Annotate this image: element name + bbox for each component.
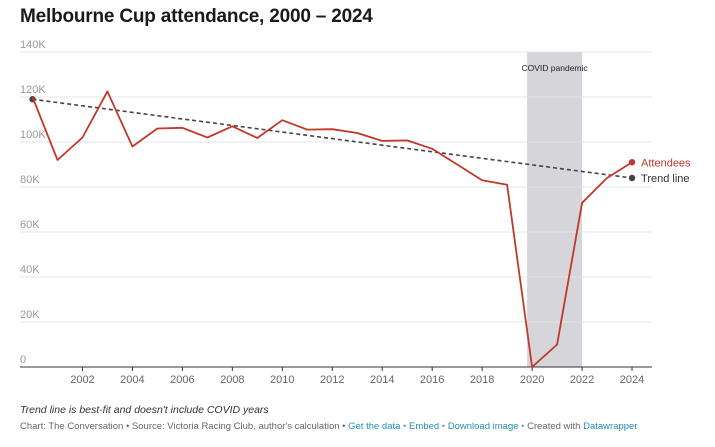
covid-shaded-region xyxy=(527,52,583,367)
chart-footer: Chart: The Conversation • Source: Victor… xyxy=(20,421,638,432)
chart-title: Melbourne Cup attendance, 2000 – 2024 xyxy=(20,6,373,27)
x-tick-label: 2004 xyxy=(120,374,144,386)
chart-area: COVID pandemic 0 20K 40K 60K 80K 100K 120K 140K… xyxy=(20,39,691,386)
footer-sep: • xyxy=(439,421,448,432)
gridlines xyxy=(20,51,652,323)
x-tick-label: 2006 xyxy=(170,374,194,386)
footer-sep: • xyxy=(400,421,410,432)
y-tick-label: 80K xyxy=(20,174,40,186)
y-tick-label: 100K xyxy=(20,129,46,141)
x-axis: 2002 2004 2006 2008 2010 2012 2014 2016 2018 2020… xyxy=(20,366,652,386)
footer-source: Chart: The Conversation • Source: Victor… xyxy=(20,421,349,432)
y-axis-labels: 0 20K 40K 60K 80K 100K 120K 140K xyxy=(20,39,46,366)
chart-note: Trend line is best-fit and doesn't inclu… xyxy=(20,404,269,416)
embed-link[interactable]: Embed xyxy=(409,421,440,432)
x-tick-label: 2010 xyxy=(270,374,294,386)
x-tick-label: 2016 xyxy=(420,374,444,386)
get-data-link[interactable]: Get the data xyxy=(348,421,401,432)
y-tick-label: 120K xyxy=(20,84,46,96)
x-tick-label: 2008 xyxy=(220,374,244,386)
y-tick-label: 20K xyxy=(20,309,40,321)
footer-sep: • xyxy=(518,421,528,432)
x-tick-label: 2020 xyxy=(520,374,544,386)
covid-band: COVID pandemic xyxy=(522,52,589,367)
trend-end-point xyxy=(628,174,636,182)
y-tick-label: 140K xyxy=(20,39,46,51)
covid-annotation-label: COVID pandemic xyxy=(522,63,589,73)
y-tick-label: 40K xyxy=(20,264,40,276)
series-layer xyxy=(29,90,636,368)
attendees-end-point xyxy=(628,159,636,166)
line-labels: Attendees Trend line xyxy=(641,157,691,185)
x-tick-label: 2018 xyxy=(470,374,494,386)
x-tick-label: 2002 xyxy=(70,374,94,386)
attendees-label: Attendees xyxy=(641,157,691,169)
x-tick-label: 2022 xyxy=(570,374,594,386)
download-image-link[interactable]: Download image xyxy=(447,421,519,432)
y-tick-label: 60K xyxy=(20,219,40,231)
attendees-line xyxy=(31,90,633,368)
y-tick-label: 0 xyxy=(20,354,26,366)
x-tick-label: 2024 xyxy=(620,374,644,386)
trend-line xyxy=(32,98,633,179)
x-tick-label: 2012 xyxy=(320,374,344,386)
datawrapper-link[interactable]: Datawrapper xyxy=(583,421,638,432)
x-tick-label: 2014 xyxy=(370,374,394,386)
footer-created: Created with xyxy=(527,421,581,432)
trend-line-label: Trend line xyxy=(641,173,690,185)
